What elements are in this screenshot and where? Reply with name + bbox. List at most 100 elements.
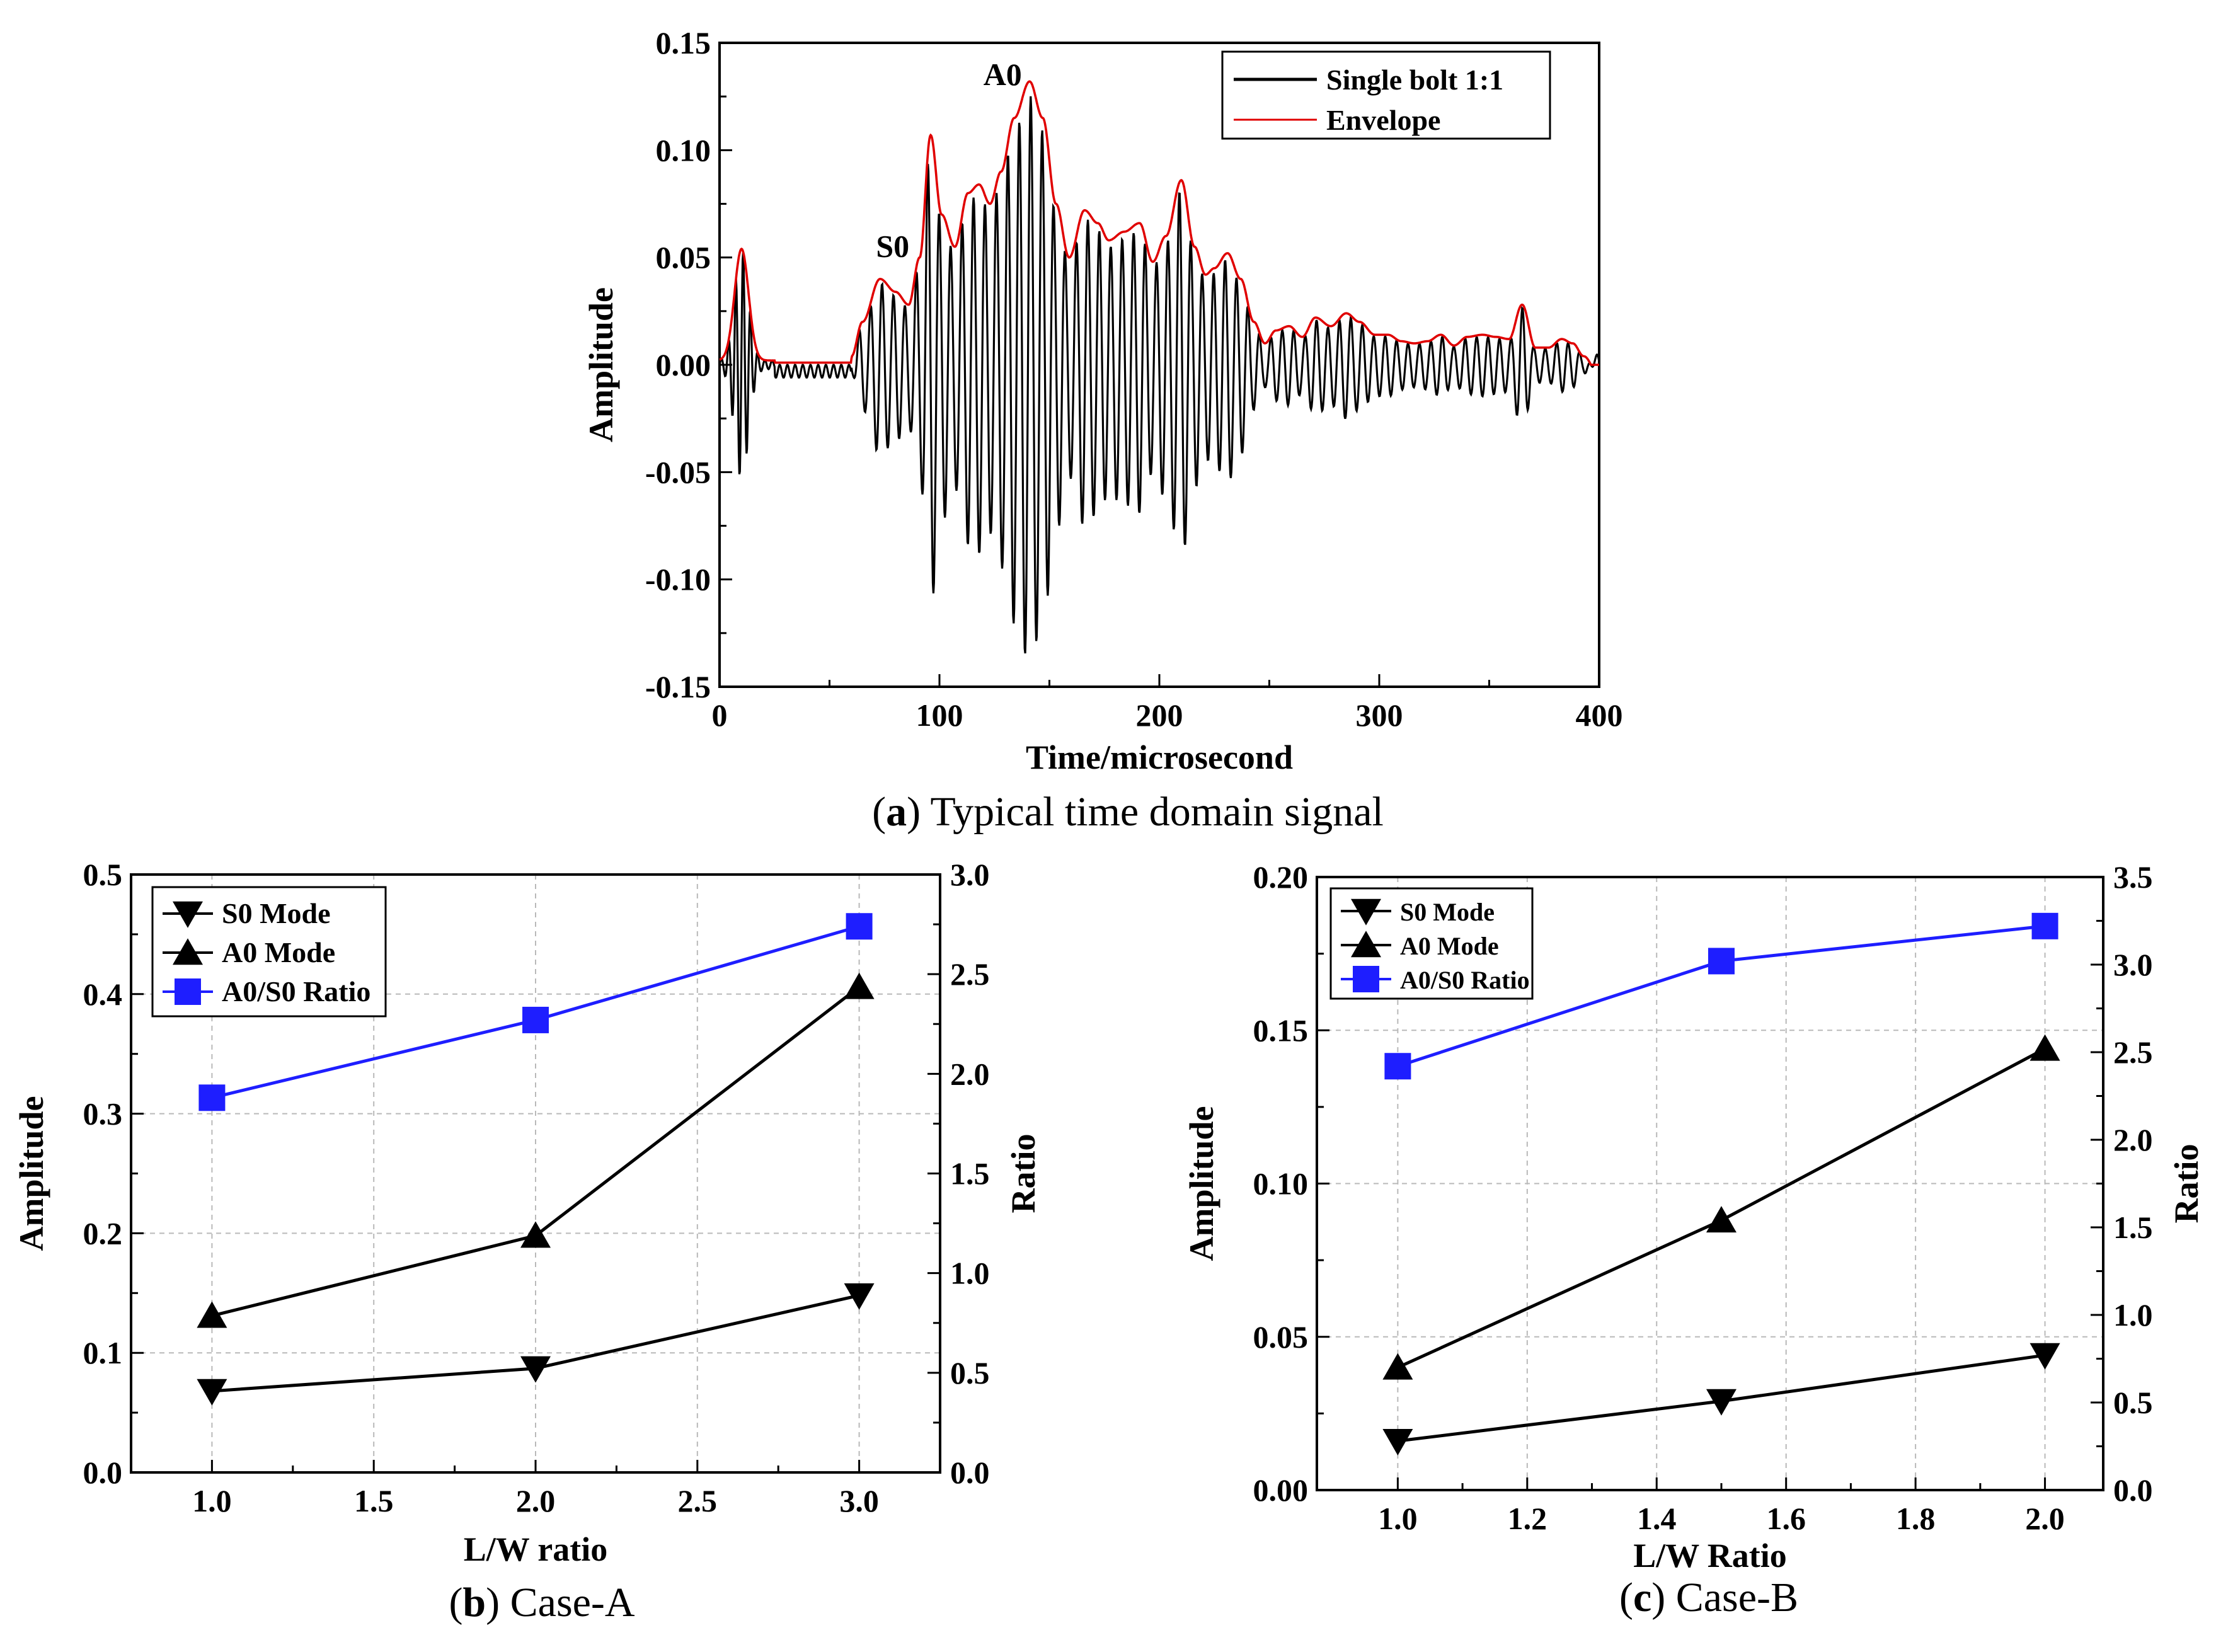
x-tick-label: 1.0 xyxy=(192,1483,232,1518)
data-point-marker xyxy=(1706,1389,1737,1416)
legend-label: Single bolt 1:1 xyxy=(1326,64,1503,96)
y-tick-label: 0.3 xyxy=(83,1096,123,1132)
y-tick-label: -0.05 xyxy=(645,454,711,490)
legend-label: S0 Mode xyxy=(222,897,331,929)
caption-paren: ( xyxy=(1619,1575,1633,1620)
x-tick-label: 2.0 xyxy=(2025,1501,2065,1536)
y-tick-label: 0.4 xyxy=(83,977,123,1012)
caption-paren: ( xyxy=(449,1580,462,1626)
y2-axis-title: Ratio xyxy=(1004,1134,1042,1213)
data-point-marker xyxy=(520,1221,551,1248)
caption-paren: ) xyxy=(1651,1575,1675,1620)
caption-text: Typical time domain signal xyxy=(930,789,1383,835)
legend-marker xyxy=(175,978,201,1005)
caption-paren: ) xyxy=(486,1580,510,1626)
caption-label: a xyxy=(886,789,907,835)
legend-marker xyxy=(1353,966,1379,992)
y-tick-label: 0.15 xyxy=(656,25,711,60)
y-tick-label: 0.0 xyxy=(83,1455,123,1490)
data-point-marker xyxy=(1382,1353,1413,1380)
legend-label: A0 Mode xyxy=(222,936,335,968)
caption-text: Case-B xyxy=(1676,1575,1798,1620)
x-tick-label: 1.4 xyxy=(1637,1501,1677,1536)
figure-caption: (b) Case-A xyxy=(449,1580,634,1626)
x-axis-title: Time/microsecond xyxy=(1026,738,1293,776)
y-tick-label: 0.20 xyxy=(1253,859,1309,895)
y2-tick-label: 2.0 xyxy=(950,1056,990,1091)
x-axis-title: L/W ratio xyxy=(464,1530,608,1568)
mode-annotation: S0 xyxy=(876,228,909,263)
legend-label: S0 Mode xyxy=(1400,898,1495,926)
data-point-marker xyxy=(844,972,875,999)
x-tick-label: 1.8 xyxy=(1896,1501,1936,1536)
y2-tick-label: 0.0 xyxy=(2113,1472,2153,1508)
data-point-marker xyxy=(522,1006,549,1033)
x-tick-label: 0 xyxy=(712,697,728,733)
caption-paren: ( xyxy=(872,789,886,835)
legend-label: A0 Mode xyxy=(1400,932,1499,960)
x-tick-label: 3.0 xyxy=(839,1483,879,1518)
caption-label: c xyxy=(1633,1575,1651,1620)
x-axis-title: L/W Ratio xyxy=(1633,1537,1787,1575)
data-point-marker xyxy=(197,1379,227,1406)
y-axis-title: Amplitude xyxy=(582,287,620,442)
y-tick-label: 0.15 xyxy=(1253,1012,1309,1048)
legend-marker xyxy=(1351,898,1381,926)
signal-line xyxy=(718,96,1600,654)
y-tick-label: 0.00 xyxy=(1253,1472,1309,1508)
legend: Single bolt 1:1 Envelope xyxy=(1221,50,1551,140)
chart-panel-c: 1.0 1.2 1.4 1.6 1.8 2.0 0.00 0.05 0.10 0.15 0.20 0.… xyxy=(1183,859,2205,1620)
data-point-marker xyxy=(520,1356,551,1383)
y2-tick-label: 0.5 xyxy=(2113,1385,2153,1420)
y-tick-label: 0.2 xyxy=(83,1215,123,1251)
x-tick-label: 2.0 xyxy=(516,1483,556,1518)
legend-box xyxy=(1221,50,1551,140)
y2-tick-label: 1.0 xyxy=(950,1256,990,1291)
x-tick-label: 100 xyxy=(916,697,963,733)
legend: S0 Mode A0 Mode A0/S0 Ratio xyxy=(151,886,387,1018)
y-tick-label: 0.10 xyxy=(1253,1166,1309,1202)
data-point-marker xyxy=(844,1283,875,1310)
x-tick-label: 1.5 xyxy=(354,1483,394,1518)
y2-axis-title: Ratio xyxy=(2167,1144,2205,1224)
x-tick-label: 300 xyxy=(1356,697,1403,733)
figure-caption: (c) Case-B xyxy=(1619,1575,1798,1620)
y2-tick-label: 1.5 xyxy=(2113,1210,2153,1245)
legend-label: A0/S0 Ratio xyxy=(1400,966,1530,994)
y2-tick-label: 0.0 xyxy=(950,1455,990,1490)
legend-label: A0/S0 Ratio xyxy=(222,975,370,1007)
y-tick-label: 0.10 xyxy=(656,132,711,168)
data-point-marker xyxy=(2029,1034,2060,1061)
y-tick-label: 0.1 xyxy=(83,1335,123,1370)
caption-paren: ) xyxy=(907,789,930,835)
caption-text: Case-A xyxy=(510,1580,635,1626)
figure-caption: (a) Typical time domain signal xyxy=(872,789,1384,835)
y2-tick-label: 2.0 xyxy=(2113,1122,2153,1157)
y-tick-label: 0.05 xyxy=(656,240,711,275)
data-point-marker xyxy=(198,1084,226,1111)
data-point-marker xyxy=(1384,1053,1411,1080)
x-tick-label: 1.2 xyxy=(1508,1501,1547,1536)
x-tick-label: 200 xyxy=(1136,697,1183,733)
y2-tick-label: 2.5 xyxy=(2113,1035,2153,1070)
y-tick-label: 0.5 xyxy=(83,857,123,892)
data-point-marker xyxy=(1708,948,1735,975)
y2-tick-label: 3.0 xyxy=(2113,947,2153,982)
y2-tick-label: 3.5 xyxy=(2113,859,2153,895)
data-point-marker xyxy=(2031,912,2058,939)
data-point-marker xyxy=(1706,1206,1737,1233)
caption-label: b xyxy=(462,1580,486,1626)
chart-panel-a: 0 100 200 300 400 -0.15 -0.10 -0.05 0.00 0.05 0.10… xyxy=(582,25,1623,835)
x-tick-label: 1.6 xyxy=(1766,1501,1806,1536)
envelope-line xyxy=(719,80,1599,366)
x-tick-label: 2.5 xyxy=(678,1483,718,1518)
data-point-marker xyxy=(846,913,873,940)
y-tick-label: 0.00 xyxy=(656,347,711,382)
y-tick-label: -0.10 xyxy=(645,562,711,597)
y-tick-label: -0.15 xyxy=(645,669,711,704)
y-axis-title: Amplitude xyxy=(1183,1106,1220,1261)
data-point-marker xyxy=(1382,1428,1413,1455)
legend-label: Envelope xyxy=(1326,104,1440,136)
x-tick-label: 1.0 xyxy=(1378,1501,1418,1536)
